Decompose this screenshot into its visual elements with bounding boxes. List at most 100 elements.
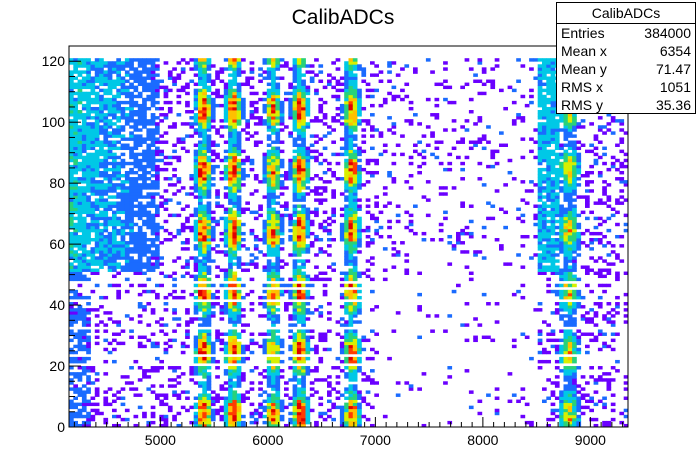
heatmap-cell	[262, 338, 268, 343]
heatmap-cell	[288, 283, 293, 288]
heatmap-cell	[279, 247, 285, 251]
heatmap-cell	[339, 411, 345, 416]
heatmap-cell	[352, 411, 358, 416]
heatmap-cell	[275, 262, 281, 266]
heatmap-cell	[271, 268, 276, 272]
heatmap-cell	[228, 250, 233, 254]
heatmap-cell	[116, 82, 121, 87]
heatmap-cell	[129, 256, 134, 260]
heatmap-cell	[481, 292, 487, 297]
heatmap-cell	[69, 381, 74, 385]
heatmap-cell	[86, 186, 91, 190]
heatmap-cell	[81, 369, 87, 373]
heatmap-cell	[228, 113, 233, 117]
heatmap-cell	[193, 88, 199, 93]
heatmap-cell	[133, 113, 139, 117]
heatmap-cell	[206, 323, 212, 327]
heatmap-cell	[305, 274, 311, 279]
heatmap-cell	[159, 417, 164, 422]
heatmap-cell	[241, 103, 246, 108]
heatmap-cell	[73, 82, 78, 87]
heatmap-cell	[210, 283, 216, 288]
heatmap-cell	[219, 94, 225, 99]
heatmap-cell	[331, 174, 336, 178]
heatmap-cell	[206, 384, 212, 388]
heatmap-cell	[228, 167, 233, 172]
heatmap-cell	[228, 384, 233, 388]
heatmap-cell	[357, 167, 362, 172]
heatmap-cell	[219, 341, 225, 346]
heatmap-cell	[206, 140, 212, 144]
heatmap-cell	[344, 417, 349, 422]
heatmap-cell	[258, 295, 263, 300]
heatmap-cell	[477, 411, 483, 416]
heatmap-cell	[309, 219, 315, 224]
heatmap-cell	[129, 103, 134, 108]
heatmap-cell	[124, 79, 130, 83]
heatmap-cell	[120, 79, 126, 83]
heatmap-cell	[236, 295, 242, 300]
heatmap-cell	[116, 295, 121, 300]
heatmap-cell	[331, 268, 336, 272]
heatmap-cell	[155, 320, 160, 324]
heatmap-cell	[86, 67, 91, 71]
heatmap-cell	[202, 241, 207, 245]
heatmap-cell	[69, 356, 74, 361]
heatmap-cell	[537, 73, 543, 77]
heatmap-cell	[284, 91, 289, 96]
heatmap-cell	[150, 128, 156, 132]
heatmap-cell	[533, 216, 539, 221]
heatmap-cell	[73, 289, 78, 294]
heatmap-cell	[99, 170, 104, 175]
heatmap-cell	[322, 283, 328, 288]
heatmap-cell	[137, 231, 143, 236]
heatmap-cell	[150, 143, 156, 147]
heatmap-cell	[94, 106, 100, 111]
heatmap-cell	[198, 82, 203, 87]
heatmap-cell	[137, 177, 143, 181]
heatmap-cell	[124, 375, 130, 379]
heatmap-cell	[73, 204, 78, 208]
heatmap-cell	[150, 183, 156, 187]
heatmap-cell	[198, 305, 203, 309]
heatmap-cell	[198, 271, 203, 275]
heatmap-cell	[357, 347, 362, 352]
heatmap-cell	[322, 271, 328, 275]
heatmap-cell	[94, 113, 100, 117]
heatmap-cell	[202, 155, 207, 160]
heatmap-cell	[296, 390, 302, 394]
heatmap-cell	[69, 378, 74, 382]
heatmap-cell	[537, 308, 543, 312]
heatmap-cell	[99, 116, 104, 120]
heatmap-cell	[382, 268, 388, 272]
heatmap-cell	[344, 76, 349, 80]
heatmap-cell	[86, 146, 91, 151]
heatmap-cell	[86, 250, 91, 254]
heatmap-cell	[73, 64, 78, 68]
heatmap-cell	[357, 274, 362, 279]
heatmap-cell	[236, 207, 242, 211]
heatmap-cell	[370, 262, 375, 266]
heatmap-cell	[451, 128, 457, 132]
heatmap-cell	[112, 79, 117, 83]
heatmap-cell	[271, 292, 276, 297]
heatmap-cell	[210, 341, 216, 346]
heatmap-cell	[142, 375, 147, 379]
heatmap-cell	[352, 149, 358, 154]
heatmap-cell	[163, 201, 169, 205]
heatmap-cell	[129, 137, 134, 141]
heatmap-cell	[288, 289, 293, 294]
heatmap-cell	[288, 82, 293, 87]
heatmap-cell	[86, 262, 91, 266]
heatmap-cell	[94, 79, 100, 83]
heatmap-cell	[284, 125, 289, 129]
heatmap-cell	[167, 125, 173, 129]
heatmap-cell	[288, 356, 293, 361]
heatmap-cell	[99, 204, 104, 208]
heatmap-cell	[327, 381, 332, 385]
heatmap-cell	[352, 378, 358, 382]
heatmap-cell	[348, 277, 354, 282]
heatmap-cell	[537, 137, 543, 141]
heatmap-cell	[352, 180, 358, 184]
heatmap-cell	[69, 238, 74, 242]
